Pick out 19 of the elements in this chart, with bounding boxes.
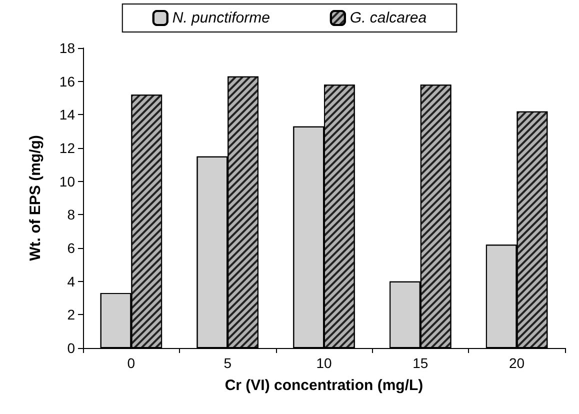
y-tick-label: 12 xyxy=(59,140,76,156)
y-tick-label: 18 xyxy=(59,40,76,56)
x-tick-label: 0 xyxy=(127,355,136,371)
legend-label: G. calcarea xyxy=(350,10,427,26)
x-tick-label: 20 xyxy=(509,355,525,371)
y-tick-label: 16 xyxy=(59,73,76,90)
y-tick-label: 6 xyxy=(67,240,76,256)
y-tick-label: 14 xyxy=(59,106,76,123)
legend-label: N. punctiforme xyxy=(172,10,270,26)
y-tick-label: 8 xyxy=(67,206,76,223)
x-tick-label: 15 xyxy=(412,355,428,371)
y-axis-title: Wt. of EPS (mg/g) xyxy=(27,135,44,261)
y-tick-label: 4 xyxy=(67,273,76,290)
x-axis-title: Cr (VI) concentration (mg/L) xyxy=(224,377,424,394)
y-tick-label: 10 xyxy=(59,173,76,190)
x-tick-label: 5 xyxy=(224,355,232,371)
y-tick-label: 2 xyxy=(67,306,76,323)
y-tick-label: 0 xyxy=(67,340,76,356)
x-tick-label: 10 xyxy=(316,355,332,371)
